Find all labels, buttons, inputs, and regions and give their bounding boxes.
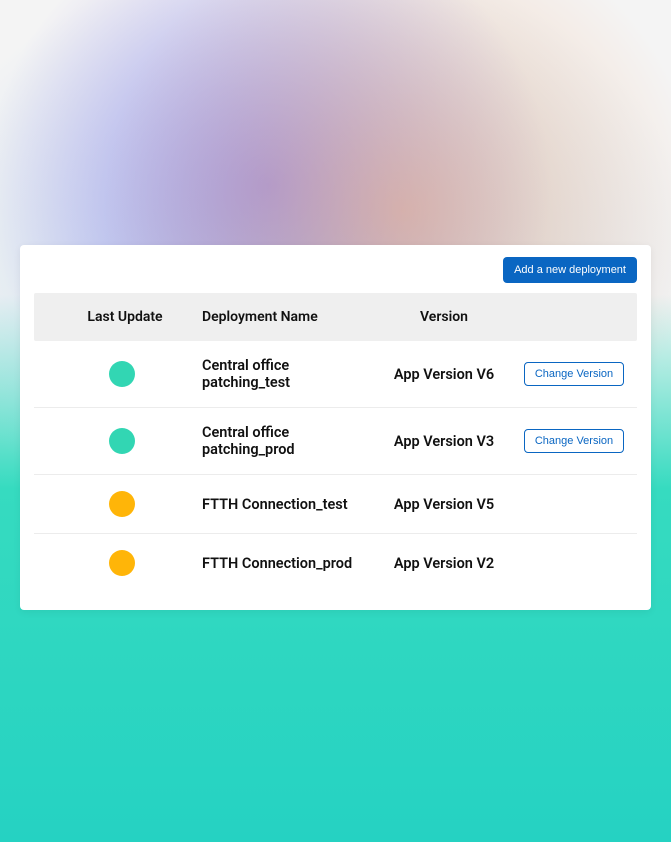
version-cell: App Version V5 (369, 496, 519, 513)
status-cell (42, 361, 202, 387)
status-dot-icon (109, 361, 135, 387)
status-cell (42, 491, 202, 517)
card-toolbar: Add a new deployment (34, 257, 637, 283)
column-header-version: Version (369, 309, 519, 325)
status-cell (42, 428, 202, 454)
deployments-card: Add a new deployment Last Update Deploym… (20, 245, 651, 610)
version-cell: App Version V6 (369, 366, 519, 383)
column-header-last-update: Last Update (42, 309, 202, 325)
column-header-deployment-name: Deployment Name (202, 309, 369, 325)
table-row: FTTH Connection_test App Version V5 Chan… (34, 474, 637, 533)
change-version-button[interactable]: Change Version (524, 429, 624, 453)
version-cell: App Version V2 (369, 555, 519, 572)
status-cell (42, 550, 202, 576)
change-version-button[interactable]: Change Version (524, 362, 624, 386)
action-cell: Change Version (519, 429, 629, 453)
deployment-name-cell: Central office patching_test (202, 357, 369, 391)
table-row: Central office patching_test App Version… (34, 341, 637, 407)
deployment-name-cell: FTTH Connection_prod (202, 555, 369, 572)
action-cell: Change Version (519, 362, 629, 386)
status-dot-icon (109, 550, 135, 576)
table-header: Last Update Deployment Name Version (34, 293, 637, 341)
deployment-name-cell: FTTH Connection_test (202, 496, 369, 513)
version-cell: App Version V3 (369, 433, 519, 450)
status-dot-icon (109, 491, 135, 517)
deployment-name-cell: Central office patching_prod (202, 424, 369, 458)
table-row: FTTH Connection_prod App Version V2 Chan… (34, 533, 637, 592)
add-deployment-button[interactable]: Add a new deployment (503, 257, 637, 283)
table-row: Central office patching_prod App Version… (34, 407, 637, 474)
status-dot-icon (109, 428, 135, 454)
